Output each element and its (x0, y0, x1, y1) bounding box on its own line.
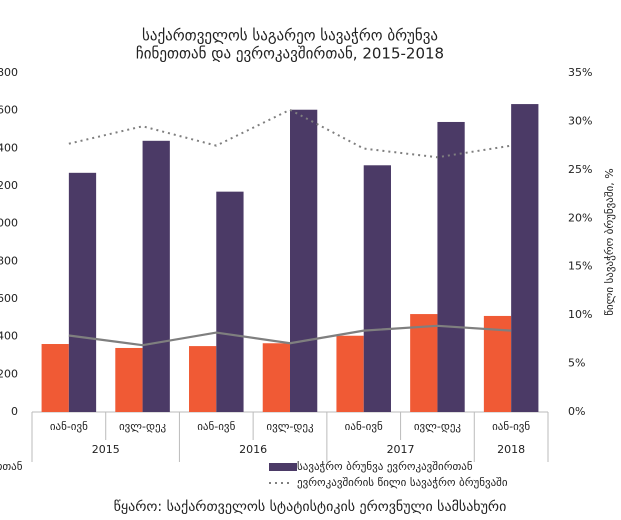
y-tick-label: 1800 (0, 66, 18, 79)
bar (189, 346, 217, 412)
y-tick-label: 1000 (0, 217, 18, 230)
legend-label: საქართველოს სავაჭრო ბრუნვა ჩინეთთან (0, 460, 23, 473)
x-group-label: 2016 (239, 443, 267, 456)
bar (410, 314, 438, 412)
legend-label: ევროკავშირის წილი სავაჭრო ბრუნვაში (297, 476, 508, 489)
bar (115, 347, 143, 412)
x-tick-label: იან-ივნ (197, 420, 235, 433)
y2-tick-label: 0% (568, 405, 585, 418)
y2-tick-label: 15% (568, 260, 592, 273)
bar (262, 343, 290, 412)
y2-tick-label: 20% (568, 211, 592, 224)
y2-tick-label: 35% (568, 66, 592, 79)
bar (290, 109, 318, 412)
bar (437, 121, 465, 412)
y2-axis-title: წილი სავაჭრო ბრუნვაში, % (603, 168, 616, 315)
x-group-label: 2017 (387, 443, 415, 456)
line (68, 324, 512, 347)
x-tick-label: ივლ-დეკ (414, 420, 462, 433)
y-tick-label: 0 (11, 405, 18, 418)
y-tick-label: 1400 (0, 141, 18, 154)
bar (142, 140, 170, 413)
x-tick-label: ივლ-დეკ (119, 420, 167, 433)
chart-title: ჩინეთთან და ევროკავშირთან, 2015-2018 (136, 45, 444, 63)
y2-tick-label: 25% (568, 163, 592, 176)
bar (483, 315, 512, 412)
line (68, 108, 512, 159)
y-tick-label: 800 (0, 254, 18, 267)
bar (216, 191, 244, 412)
y-tick-label: 1600 (0, 104, 18, 117)
chart-title: საქართველოს საგარეო სავაჭრო ბრუნვა (142, 27, 438, 45)
bar (511, 104, 539, 412)
bar (68, 172, 97, 412)
x-tick-label: იან-ივნ (50, 420, 88, 433)
source: წყარო: საქართველოს სტატისტიკის ეროვნული … (114, 498, 507, 515)
bar (41, 344, 69, 412)
x-tick-label: იან-ივნ (345, 420, 383, 433)
x-group-label: 2018 (497, 443, 525, 456)
bar (363, 165, 391, 412)
y-tick-label: 200 (0, 367, 18, 380)
y2-tick-label: 10% (568, 308, 592, 321)
x-group-label: 2015 (92, 443, 120, 456)
legend-swatch (269, 463, 297, 471)
y2-tick-label: 5% (568, 357, 585, 370)
legend-label: სავაჭრო ბრუნვა ევროკავშირთან (297, 460, 473, 473)
y2-tick-label: 30% (568, 114, 592, 127)
x-tick-label: ივლ-დეკ (266, 420, 314, 433)
y-tick-label: 600 (0, 292, 18, 305)
y-tick-label: 1200 (0, 179, 18, 192)
x-tick-label: იან-ივნ (492, 420, 530, 433)
bar (336, 335, 364, 412)
y-tick-label: 400 (0, 330, 18, 343)
